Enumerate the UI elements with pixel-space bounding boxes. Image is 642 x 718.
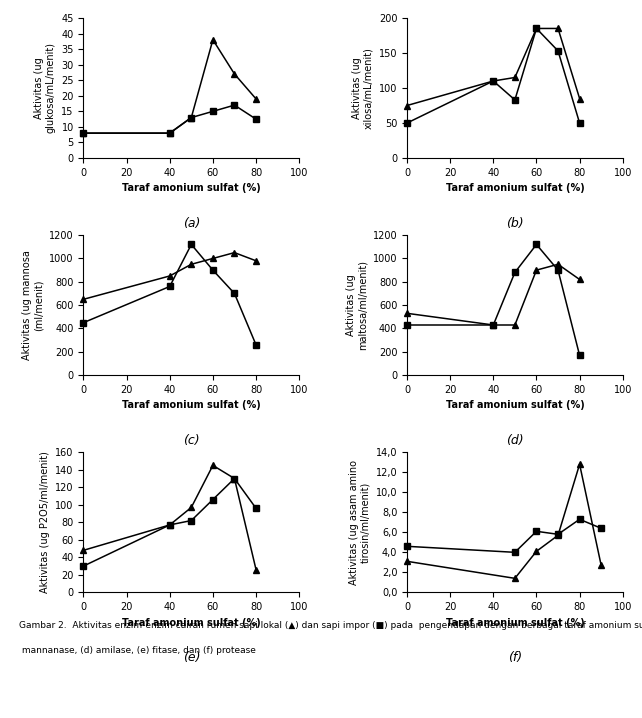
Text: (a): (a) xyxy=(182,217,200,230)
X-axis label: Taraf amonium sulfat (%): Taraf amonium sulfat (%) xyxy=(122,617,261,628)
Text: (d): (d) xyxy=(506,434,524,447)
X-axis label: Taraf amonium sulfat (%): Taraf amonium sulfat (%) xyxy=(446,401,584,411)
Text: (f): (f) xyxy=(508,651,522,664)
X-axis label: Taraf amonium sulfat (%): Taraf amonium sulfat (%) xyxy=(446,183,584,193)
Text: mannanase, (d) amilase, (e) fitase, dan (f) protease: mannanase, (d) amilase, (e) fitase, dan … xyxy=(19,646,256,656)
Y-axis label: Aktivitas (ug
maltosa/ml/menit): Aktivitas (ug maltosa/ml/menit) xyxy=(345,260,367,350)
Y-axis label: Aktivitas (ug mannosa
(ml/menit): Aktivitas (ug mannosa (ml/menit) xyxy=(22,250,44,360)
Y-axis label: Aktivitas (ug
glukosa/mL/menit): Aktivitas (ug glukosa/mL/menit) xyxy=(34,42,56,134)
Y-axis label: Aktivitas (ug
xilosa/mL/menit): Aktivitas (ug xilosa/mL/menit) xyxy=(352,47,373,129)
Y-axis label: Aktivitas (ug P2O5/ml/menit): Aktivitas (ug P2O5/ml/menit) xyxy=(40,452,49,593)
X-axis label: Taraf amonium sulfat (%): Taraf amonium sulfat (%) xyxy=(122,401,261,411)
Text: (c): (c) xyxy=(183,434,200,447)
Text: (e): (e) xyxy=(182,651,200,664)
Text: Gambar 2.  Aktivitas enzim-enzim cairan rumen sapi lokal (▲) dan sapi impor (■) : Gambar 2. Aktivitas enzim-enzim cairan r… xyxy=(19,621,642,630)
Text: (b): (b) xyxy=(506,217,524,230)
X-axis label: Taraf amonium sulfat (%): Taraf amonium sulfat (%) xyxy=(446,617,584,628)
X-axis label: Taraf amonium sulfat (%): Taraf amonium sulfat (%) xyxy=(122,183,261,193)
Y-axis label: Aktivitas (ug asam amino
tirosin/ml/menit): Aktivitas (ug asam amino tirosin/ml/meni… xyxy=(349,460,370,584)
